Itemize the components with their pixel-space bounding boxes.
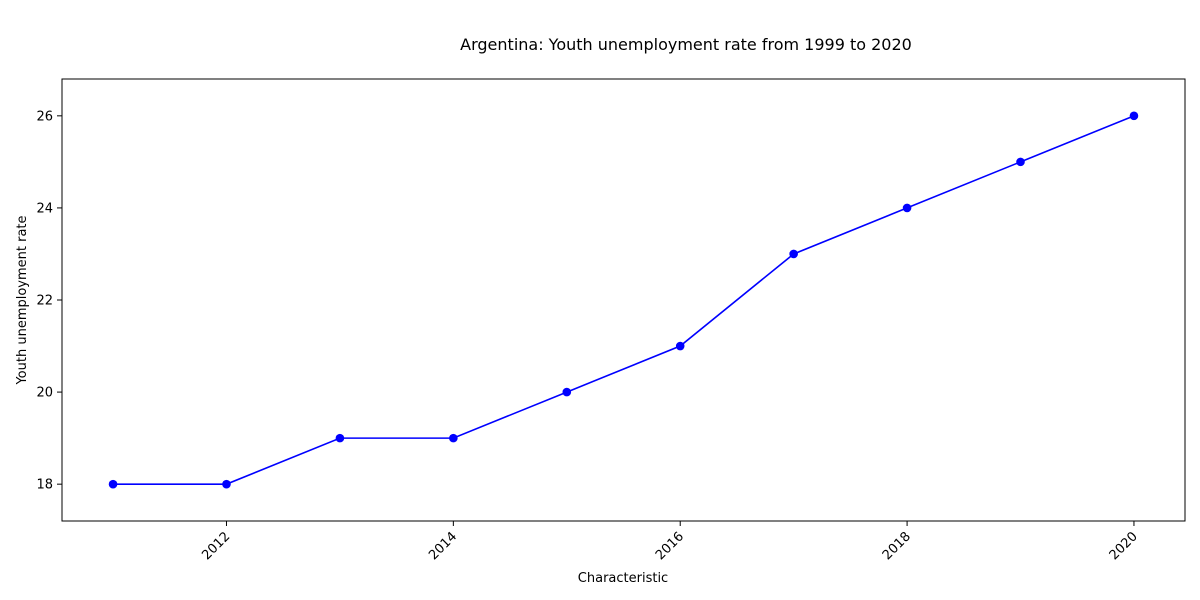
- data-point: [222, 479, 231, 489]
- chart-title: Argentina: Youth unemployment rate from …: [460, 35, 912, 54]
- data-point: [902, 203, 912, 213]
- data-point: [335, 433, 345, 443]
- data-point: [1129, 111, 1139, 121]
- y-tick-label: 26: [36, 109, 53, 124]
- y-tick-label: 22: [36, 294, 53, 309]
- y-tick-label: 20: [36, 386, 53, 401]
- y-tick-label: 18: [36, 478, 53, 493]
- plot-area: [108, 111, 1139, 489]
- series-line: [113, 115, 1135, 485]
- data-point: [108, 479, 118, 489]
- data-point: [449, 433, 458, 443]
- data-point: [1016, 157, 1025, 167]
- data-point: [789, 249, 798, 259]
- y-tick-label: 24: [36, 201, 53, 216]
- data-point: [675, 341, 685, 351]
- y-axis-label: Youth unemployment rate: [15, 215, 30, 385]
- data-point: [562, 387, 572, 397]
- x-axis-label: Characteristic: [578, 571, 668, 586]
